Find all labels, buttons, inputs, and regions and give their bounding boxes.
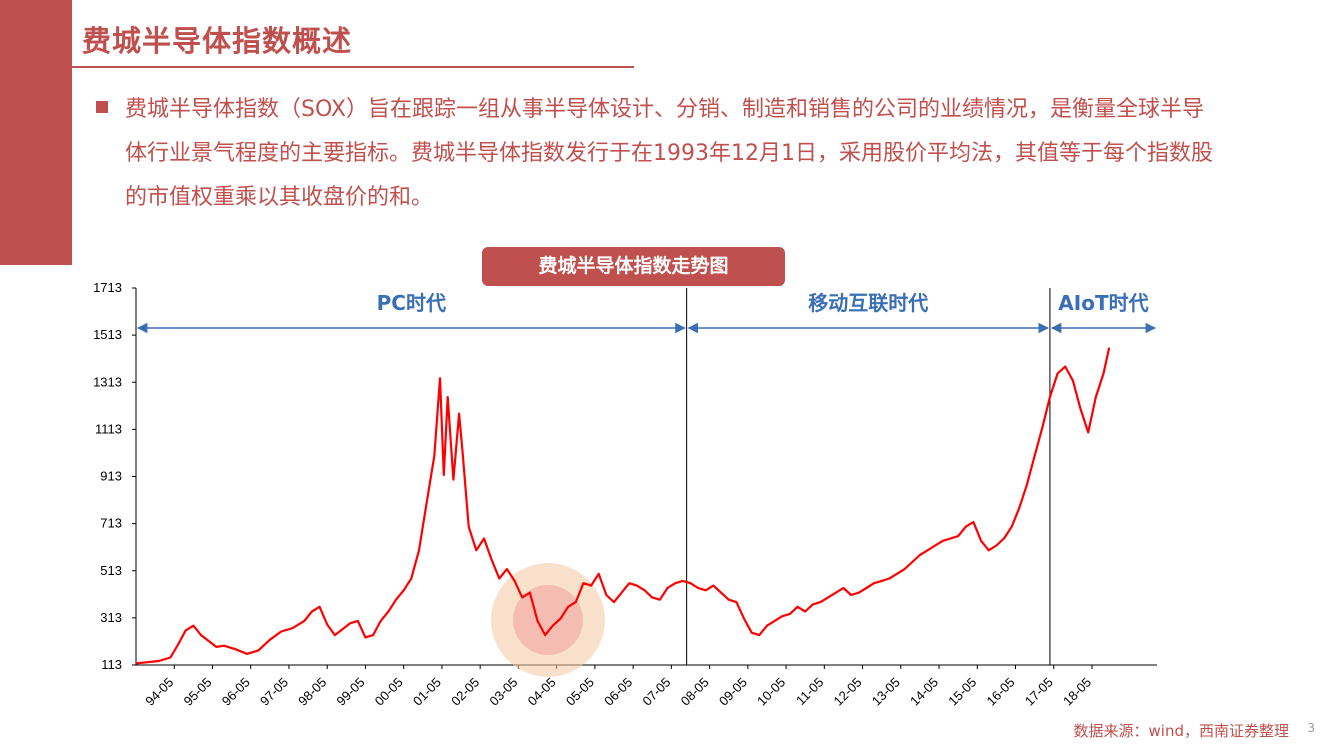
y-tick-label: 913 <box>100 469 122 484</box>
x-tick-label: 01-05 <box>410 675 444 709</box>
x-tick-label: 18-05 <box>1060 675 1094 709</box>
x-tick-label: 13-05 <box>869 675 903 709</box>
x-tick-label: 97-05 <box>257 675 291 709</box>
x-tick-label: 07-05 <box>639 675 673 709</box>
y-tick-label: 1713 <box>93 280 122 295</box>
x-tick-label: 11-05 <box>793 675 826 708</box>
x-tick-label: 99-05 <box>333 675 367 709</box>
y-tick-label: 713 <box>100 516 122 531</box>
x-tick-label: 02-05 <box>448 675 482 709</box>
page-number: 3 <box>1307 721 1315 735</box>
page-title: 费城半导体指数概述 <box>82 24 353 58</box>
x-tick-label: 06-05 <box>601 675 635 709</box>
x-tick-label: 17-05 <box>1022 675 1056 709</box>
y-tick-label: 113 <box>101 657 122 672</box>
x-tick-label: 16-05 <box>984 675 1018 709</box>
y-tick-label: 1313 <box>93 374 122 389</box>
x-tick-label: 05-05 <box>563 675 597 709</box>
x-tick-label: 94-05 <box>142 675 176 709</box>
x-tick-label: 03-05 <box>486 675 520 709</box>
y-tick-label: 1513 <box>93 327 122 342</box>
x-tick-label: 00-05 <box>372 675 406 709</box>
x-tick-label: 09-05 <box>716 675 750 709</box>
data-source-note: 数据来源：wind，西南证券整理 <box>1073 722 1289 740</box>
sox-index-series-line <box>135 347 1111 665</box>
era-label: 移动互联时代 <box>808 291 928 315</box>
intro-paragraph: 费城半导体指数（SOX）旨在跟踪一组从事半导体设计、分销、制造和销售的公司的业绩… <box>125 97 1213 210</box>
x-tick-label: 12-05 <box>831 675 865 709</box>
side-accent-bar <box>0 0 72 265</box>
y-tick-label: 513 <box>100 563 122 578</box>
x-tick-label: 04-05 <box>525 675 559 709</box>
x-tick-label: 10-05 <box>754 675 788 709</box>
x-tick-label: 14-05 <box>907 675 941 709</box>
y-tick-label: 313 <box>100 610 122 625</box>
x-tick-label: 08-05 <box>678 675 712 709</box>
watermark-logo-inner <box>513 585 583 655</box>
title-underline <box>0 66 634 68</box>
era-label: PC时代 <box>377 291 446 315</box>
chart-title-banner: 费城半导体指数走势图 <box>482 247 785 286</box>
era-label: AIoT时代 <box>1058 291 1148 315</box>
x-tick-label: 15-05 <box>945 675 979 709</box>
x-tick-label: 96-05 <box>219 675 253 709</box>
x-tick-label: 98-05 <box>295 675 329 709</box>
bullet-square-icon <box>96 101 108 113</box>
x-tick-label: 95-05 <box>180 675 214 709</box>
y-tick-label: 1113 <box>95 421 122 436</box>
